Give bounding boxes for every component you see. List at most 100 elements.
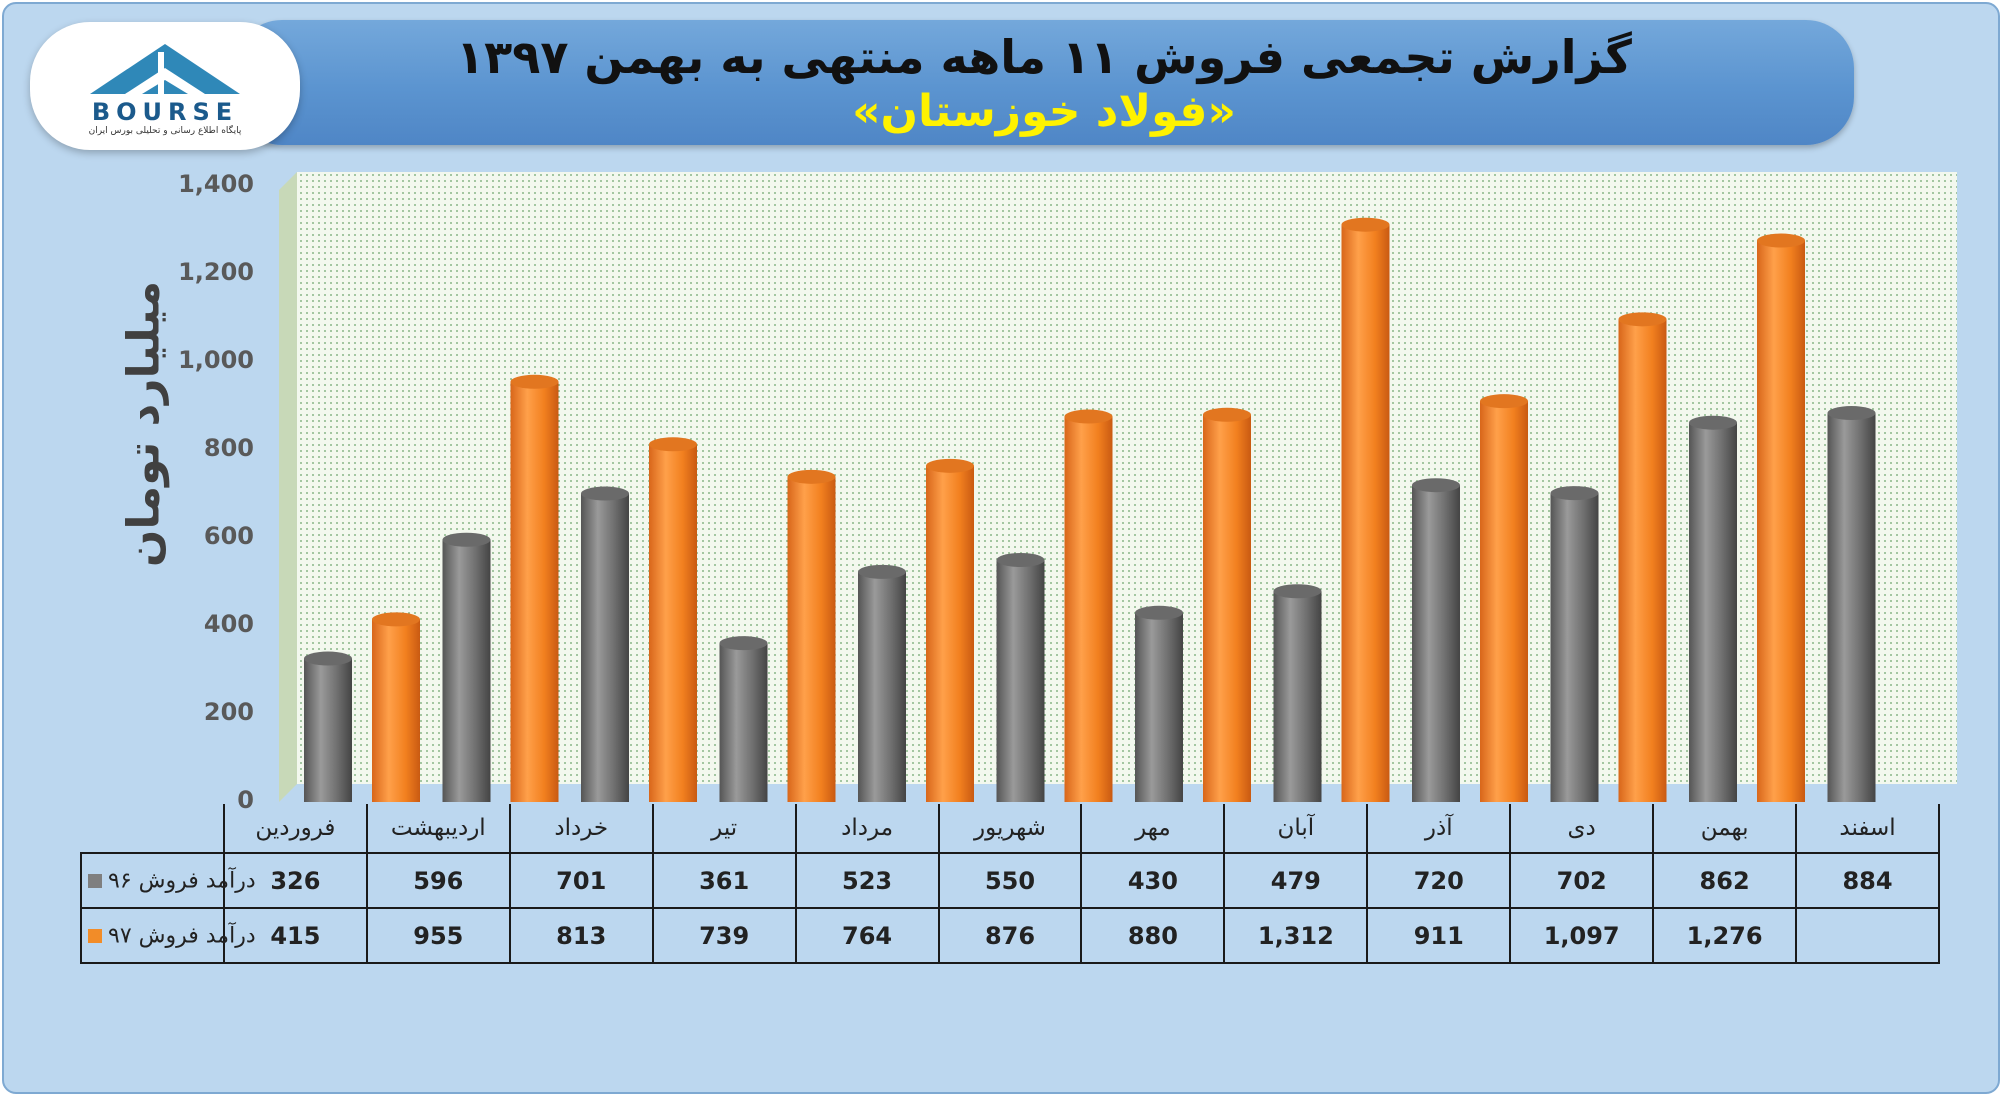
value-cell: 1,276 <box>1652 907 1798 964</box>
bar-series-96 <box>304 658 352 802</box>
bar-top-series-97 <box>926 458 974 473</box>
table-row-97: درآمد فروش ۹۷ 415 955 813 739 764 876 88… <box>80 907 1940 964</box>
bar-series-96 <box>996 560 1045 802</box>
bar-series-96 <box>858 571 906 802</box>
bar-series-97 <box>649 444 697 802</box>
y-tick-label: 1,200 <box>178 258 254 286</box>
bar-chart <box>279 172 1957 803</box>
bar-top-series-97 <box>1341 217 1390 232</box>
bars-group <box>304 217 1876 803</box>
bar-top-series-96 <box>581 486 629 501</box>
table-row-96: درآمد فروش ۹۶ 326 596 701 361 523 550 43… <box>80 852 1940 910</box>
bar-top-series-96 <box>304 651 352 666</box>
bar-series-97 <box>510 381 559 802</box>
month-label: آذر <box>1366 804 1512 855</box>
bar-series-97 <box>787 476 836 802</box>
bar-top-series-97 <box>787 469 836 484</box>
month-label: آبان <box>1223 804 1369 855</box>
bar-top-series-97 <box>510 374 559 389</box>
bar-series-97 <box>1064 416 1113 802</box>
bar-top-series-97 <box>1757 233 1805 248</box>
bar-top-series-96 <box>1689 415 1737 430</box>
bar-series-96 <box>1273 591 1322 802</box>
value-cell: 523 <box>794 852 940 910</box>
bar-series-97 <box>1341 224 1390 803</box>
value-cell: 361 <box>651 852 797 910</box>
series-97-label: درآمد فروش ۹۷ <box>108 923 256 949</box>
bar-top-series-96 <box>719 636 768 651</box>
value-cell: 479 <box>1223 852 1369 910</box>
bar-series-97 <box>1203 414 1251 802</box>
month-label: شهریور <box>937 804 1083 855</box>
data-table: فروردین اردیبهشت خرداد تیر مرداد شهریور … <box>80 804 1940 964</box>
chart-title: گزارش تجمعی فروش ۱۱ ماهه منتهی به بهمن ۱… <box>456 30 1632 84</box>
series-96-label: درآمد فروش ۹۶ <box>108 868 256 894</box>
plot-side-wall <box>279 172 297 802</box>
title-banner: گزارش تجمعی فروش ۱۱ ماهه منتهی به بهمن ۱… <box>234 20 1854 145</box>
value-cell: 813 <box>508 907 654 964</box>
bar-top-series-97 <box>1064 409 1113 424</box>
y-tick-label: 1,000 <box>178 346 254 374</box>
bar-top-series-97 <box>1618 312 1667 327</box>
bar-top-series-96 <box>1827 406 1876 421</box>
value-cell: 550 <box>937 852 1083 910</box>
bar-series-96 <box>719 643 768 802</box>
bar-series-96 <box>1689 422 1737 802</box>
bar-series-97 <box>926 465 974 802</box>
y-tick-label: 200 <box>203 698 254 726</box>
bar-series-97 <box>1618 319 1667 802</box>
bar-series-96 <box>1550 493 1599 802</box>
bar-series-96 <box>581 493 629 802</box>
month-label: اسفند <box>1795 804 1940 855</box>
value-cell: 880 <box>1080 907 1226 964</box>
bar-top-series-96 <box>858 564 906 579</box>
value-cell: 1,312 <box>1223 907 1369 964</box>
value-cell: 702 <box>1509 852 1655 910</box>
value-cell: 326 <box>222 852 368 910</box>
y-tick-label: 600 <box>203 522 254 550</box>
legend-swatch-gray <box>88 874 102 888</box>
y-tick-label: 400 <box>203 610 254 638</box>
bar-top-series-96 <box>442 532 491 547</box>
month-label: تیر <box>651 804 797 855</box>
logo-subtext: پایگاه اطلاع رسانی و تحلیلی بورس ایران <box>88 126 242 136</box>
value-cell: 415 <box>222 907 368 964</box>
plot-area <box>297 172 1957 784</box>
bar-top-series-96 <box>1412 478 1460 493</box>
bar-series-96 <box>442 539 491 802</box>
month-label: خرداد <box>508 804 654 855</box>
y-tick-label: 800 <box>203 434 254 462</box>
table-corner <box>81 804 225 855</box>
value-cell: 764 <box>794 907 940 964</box>
value-cell: 1,097 <box>1509 907 1655 964</box>
bar-series-96 <box>1827 413 1876 802</box>
bourse-logo: BOURSE پایگاه اطلاع رسانی و تحلیلی بورس … <box>30 22 300 150</box>
bar-top-series-96 <box>1550 486 1599 501</box>
month-label: فروردین <box>222 804 368 855</box>
value-cell: 720 <box>1366 852 1512 910</box>
value-cell: 876 <box>937 907 1083 964</box>
value-cell: 884 <box>1795 852 1940 910</box>
month-label: اردیبهشت <box>365 804 511 855</box>
bar-series-97 <box>1757 240 1805 802</box>
value-cell: 430 <box>1080 852 1226 910</box>
legend-series-96: درآمد فروش ۹۶ <box>80 852 256 910</box>
month-label: مرداد <box>794 804 940 855</box>
logo-text: BOURSE <box>91 98 239 126</box>
month-label: بهمن <box>1652 804 1798 855</box>
month-label: مهر <box>1080 804 1226 855</box>
value-cell: 596 <box>365 852 511 910</box>
bar-top-series-96 <box>1135 605 1183 620</box>
logo-mark-icon <box>90 44 240 94</box>
bar-series-96 <box>1412 485 1460 802</box>
month-label: دی <box>1509 804 1655 855</box>
value-cell: 701 <box>508 852 654 910</box>
bar-series-97 <box>372 619 420 802</box>
legend-swatch-orange <box>88 928 102 943</box>
chart-subtitle: «فولاد خوزستان» <box>852 86 1236 137</box>
legend-series-97: درآمد فروش ۹۷ <box>80 907 256 964</box>
bar-series-96 <box>1135 612 1183 802</box>
bar-top-series-96 <box>996 553 1045 567</box>
bar-series-97 <box>1480 401 1528 802</box>
bar-top-series-97 <box>372 612 420 627</box>
